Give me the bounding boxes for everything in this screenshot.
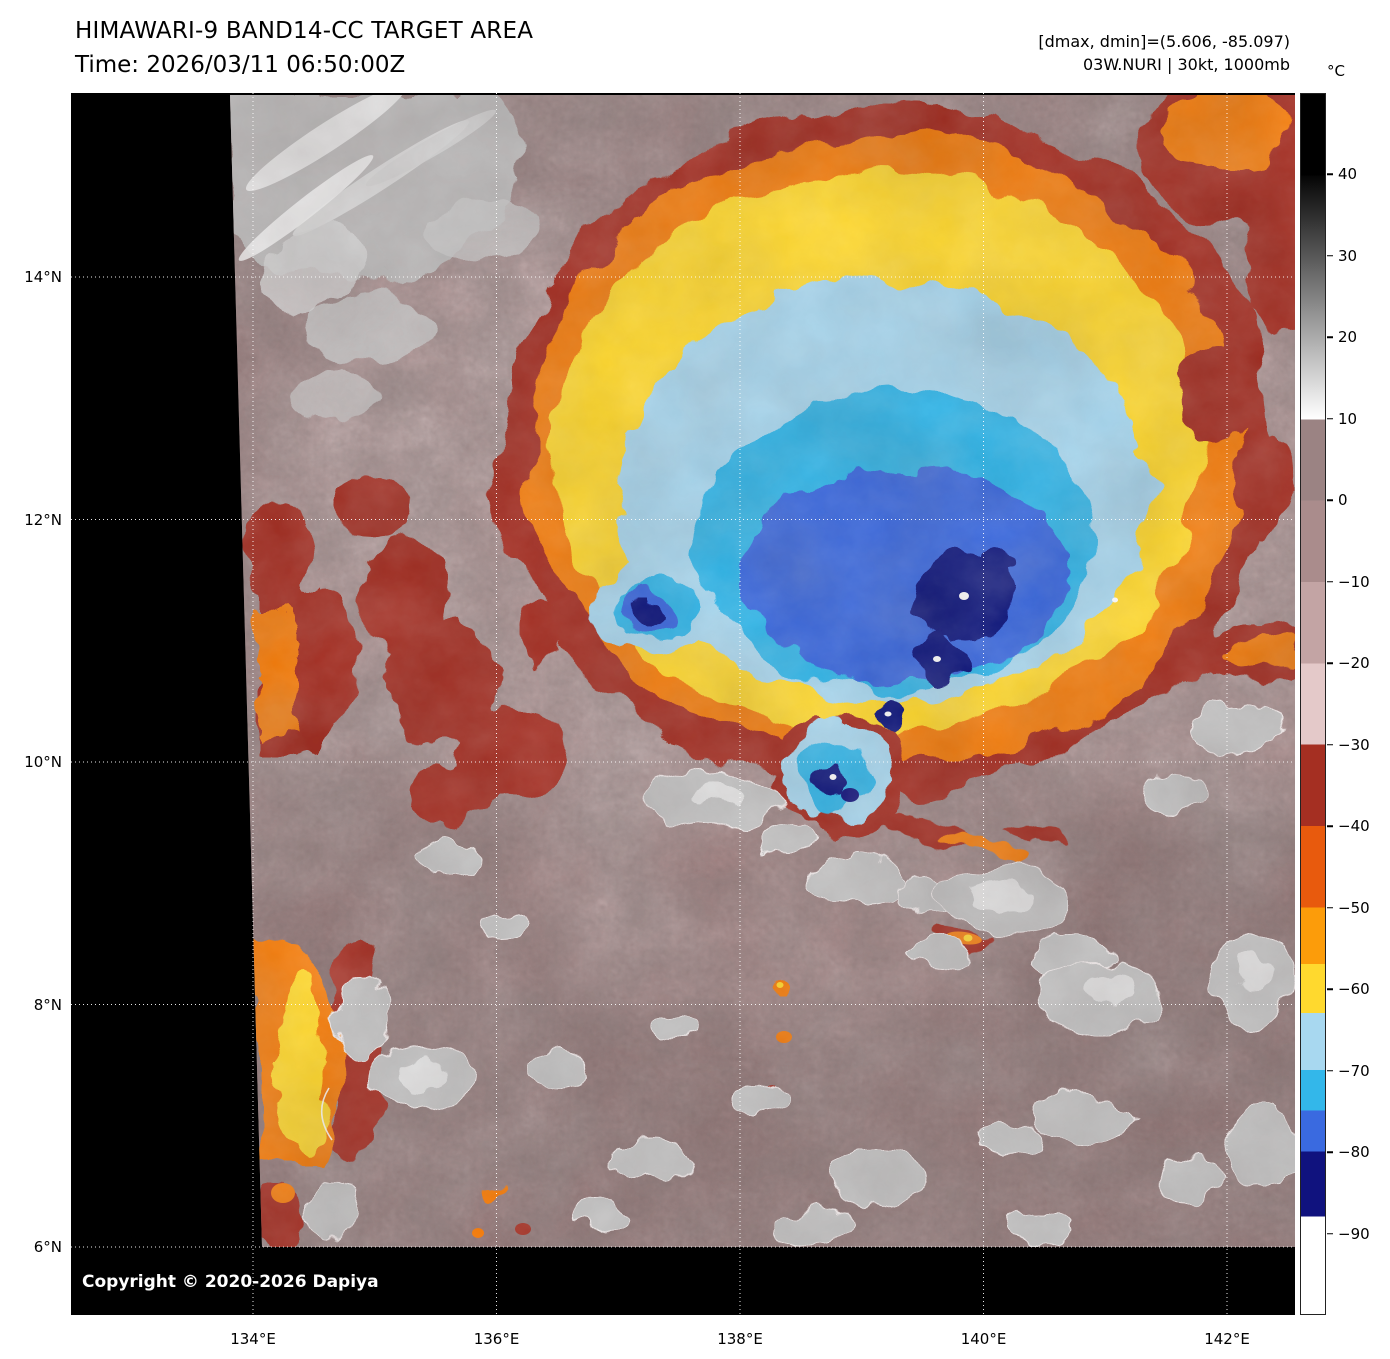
colorbar-tick-label: −60 bbox=[1338, 980, 1370, 999]
lat-tick-label: 12°N bbox=[24, 510, 62, 529]
header-right: [dmax, dmin]=(5.606, -85.097) 03W.NURI |… bbox=[1038, 30, 1290, 76]
timestamp: Time: 2026/03/11 06:50:00Z bbox=[75, 52, 406, 78]
colorbar-tick-label: 20 bbox=[1338, 328, 1358, 347]
colorbar-tick-label: −80 bbox=[1338, 1143, 1370, 1162]
colorbar-tick-label: −10 bbox=[1338, 572, 1370, 591]
colorbar-tick-mark bbox=[1327, 336, 1333, 339]
lon-tick-label: 134°E bbox=[230, 1330, 276, 1348]
satellite-imagery bbox=[71, 93, 1295, 1315]
lat-tick-label: 8°N bbox=[33, 995, 62, 1014]
grid-overlay bbox=[71, 93, 1295, 1315]
colorbar-tick-mark bbox=[1327, 173, 1333, 176]
colorbar-tick-label: −70 bbox=[1338, 1061, 1370, 1080]
colorbar-tick-mark bbox=[1327, 1069, 1333, 1072]
imagery bbox=[230, 95, 1295, 1247]
map-plot-area bbox=[71, 93, 1295, 1315]
copyright-notice: Copyright © 2020-2026 Dapiya bbox=[82, 1272, 379, 1292]
colorbar-tick-label: 30 bbox=[1338, 246, 1358, 265]
colorbar-tick-mark bbox=[1327, 499, 1333, 502]
colorbar-tick-mark bbox=[1327, 1232, 1333, 1235]
colorbar-tick-mark bbox=[1327, 825, 1333, 827]
colorbar-tick-label: −30 bbox=[1338, 735, 1370, 754]
page-title: HIMAWARI-9 BAND14-CC TARGET AREA bbox=[75, 18, 534, 44]
colorbar-tick-label: −50 bbox=[1338, 898, 1370, 917]
colorbar-tick-label: 0 bbox=[1338, 491, 1348, 510]
colorbar-tick-mark bbox=[1327, 418, 1333, 420]
colorbar-tick-mark bbox=[1327, 662, 1333, 665]
lat-tick-label: 10°N bbox=[24, 753, 62, 771]
colorbar-tick-mark bbox=[1327, 906, 1333, 909]
storm-info: 03W.NURI | 30kt, 1000mb bbox=[1082, 55, 1290, 75]
lon-tick-label: 140°E bbox=[960, 1330, 1007, 1348]
colorbar-unit-label: °C bbox=[1327, 62, 1345, 80]
colorbar-tick-mark bbox=[1327, 743, 1333, 746]
lat-tick-label: 14°N bbox=[24, 268, 62, 286]
colorbar-tick-mark bbox=[1327, 1151, 1333, 1153]
lat-tick-label: 6°N bbox=[33, 1238, 62, 1256]
lon-tick-label: 136°E bbox=[473, 1330, 520, 1348]
colorbar-tick-label: −90 bbox=[1338, 1224, 1370, 1243]
colorbar-tick-mark bbox=[1327, 255, 1333, 257]
colorbar-tick-mark bbox=[1327, 988, 1333, 990]
lon-tick-label: 138°E bbox=[717, 1330, 763, 1348]
colorbar-tick-label: −20 bbox=[1338, 654, 1370, 673]
colorbar-tick-mark bbox=[1327, 581, 1333, 583]
colorbar bbox=[1300, 93, 1326, 1315]
dmax-dmin-readout: [dmax, dmin]=(5.606, -85.097) bbox=[1038, 32, 1290, 51]
colorbar-tick-label: 40 bbox=[1338, 165, 1358, 184]
colorbar-tick-label: 10 bbox=[1338, 409, 1358, 428]
lon-tick-label: 142°E bbox=[1204, 1330, 1250, 1348]
colorbar-tick-label: −40 bbox=[1338, 817, 1370, 836]
